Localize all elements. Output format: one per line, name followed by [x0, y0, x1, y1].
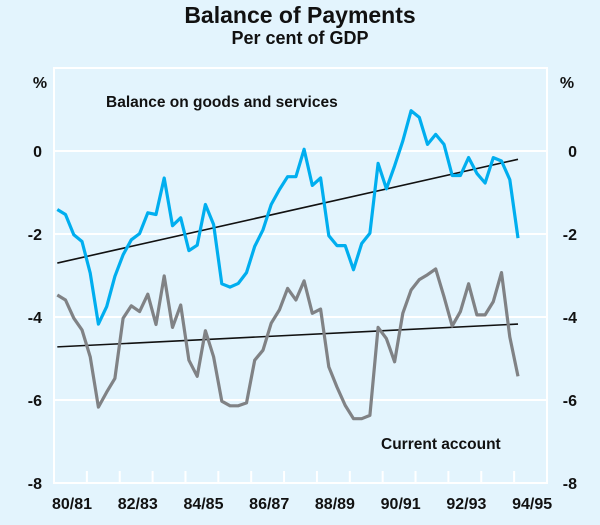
x-tick-label: 90/91	[381, 496, 421, 513]
x-tick-label: 88/89	[315, 496, 355, 513]
plot-frame	[53, 67, 548, 484]
x-ticks	[85, 471, 516, 483]
y-tick-label-left: -6	[28, 393, 42, 410]
y-tick-label-right: 0	[568, 144, 577, 161]
x-tick-label: 94/95	[512, 496, 552, 513]
chart-title: Balance of Payments	[184, 2, 416, 28]
y-tick-label-left: -8	[28, 476, 42, 493]
axis-labels: 0 0 -2 -2 -4 -4 -6 -6 -8 -8 80/81 82/83 84/85 86/87 88…	[28, 144, 577, 513]
x-tick-label: 92/93	[446, 496, 486, 513]
trend-line-current-account	[57, 323, 519, 348]
y-tick-label-left: -2	[28, 227, 42, 244]
series-lines	[56, 109, 520, 421]
y-tick-label-right: -6	[563, 393, 577, 410]
series-label-current-account: Current account	[381, 436, 501, 453]
y-axis-unit-left: %	[33, 75, 47, 92]
y-axis-unit-right: %	[560, 75, 574, 92]
x-tick-label: 82/83	[118, 496, 158, 513]
chart-subtitle: Per cent of GDP	[231, 28, 369, 48]
y-tick-label-right: -2	[563, 227, 577, 244]
series-label-goods-services: Balance on goods and services	[106, 94, 338, 111]
x-tick-label: 86/87	[249, 496, 289, 513]
x-tick-label: 80/81	[52, 496, 92, 513]
trend-line-goods-services	[57, 158, 519, 264]
y-tick-label-right: -8	[563, 476, 577, 493]
y-tick-label-left: 0	[33, 144, 42, 161]
gridlines	[53, 67, 548, 484]
x-tick-label: 84/85	[183, 496, 223, 513]
y-tick-label-right: -4	[563, 310, 577, 327]
y-tick-label-left: -4	[28, 310, 42, 327]
